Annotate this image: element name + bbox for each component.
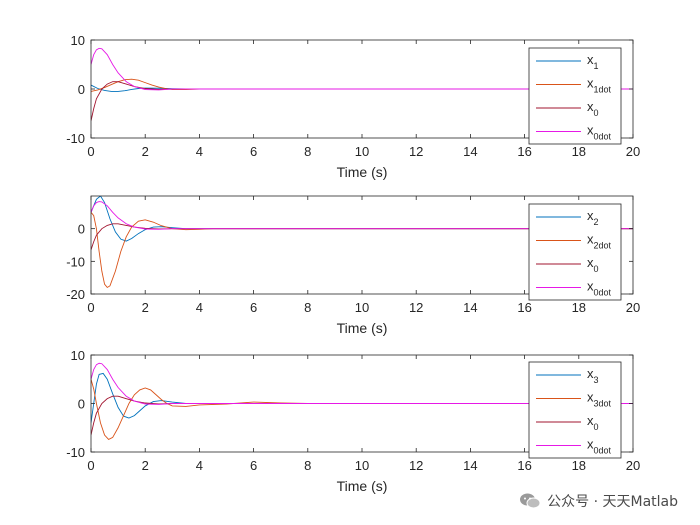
series-line-x0dot — [91, 362, 633, 405]
x-tick-label: 2 — [142, 144, 149, 159]
x-tick-label: 14 — [463, 458, 477, 473]
x-tick-label: 16 — [517, 300, 531, 315]
legend-label-x0dot: x0dot — [587, 279, 612, 298]
x-tick-label: 20 — [626, 458, 640, 473]
legend-label-x0: x0 — [587, 99, 599, 118]
x-tick-label: 8 — [304, 144, 311, 159]
legend-label-x0dot: x0dot — [587, 123, 612, 142]
y-tick-label: -20 — [66, 287, 85, 302]
x-tick-label: 0 — [87, 144, 94, 159]
x-tick-label: 14 — [463, 144, 477, 159]
x-axis-label: Time (s) — [337, 320, 388, 336]
legend: x2 x2dot x0 x0dot — [528, 203, 622, 301]
watermark: 公众号 · 天天Matlab — [519, 491, 678, 511]
x-tick-label: 12 — [409, 300, 423, 315]
x-tick-label: 12 — [409, 458, 423, 473]
x-tick-label: 18 — [572, 300, 586, 315]
y-tick-label: 0 — [78, 222, 85, 237]
x-tick-label: 0 — [87, 300, 94, 315]
x-tick-label: 6 — [250, 144, 257, 159]
x-tick-label: 10 — [355, 458, 369, 473]
legend-box — [528, 47, 622, 145]
x-tick-label: 6 — [250, 300, 257, 315]
series-line-x0 — [91, 81, 633, 121]
legend-box — [528, 361, 622, 459]
x-tick-label: 4 — [196, 458, 203, 473]
x-tick-label: 8 — [304, 300, 311, 315]
series-group — [91, 196, 633, 289]
series-group — [91, 47, 633, 121]
legend-label-x0: x0 — [587, 413, 599, 432]
series-line-x1dot — [91, 78, 633, 92]
y-tick-label: 0 — [78, 397, 85, 412]
x-tick-label: 18 — [572, 458, 586, 473]
x-tick-label: 16 — [517, 458, 531, 473]
x-tick-label: 10 — [355, 300, 369, 315]
series-line-x3dot — [91, 379, 633, 440]
wechat-icon — [520, 493, 541, 509]
y-tick-label: 10 — [71, 33, 85, 48]
y-tick-label: 10 — [71, 348, 85, 363]
x-tick-label: 4 — [196, 144, 203, 159]
x-tick-label: 10 — [355, 144, 369, 159]
x-tick-label: 20 — [626, 300, 640, 315]
y-tick-label: 0 — [78, 82, 85, 97]
y-tick-label: -10 — [66, 445, 85, 460]
legend-label-x1: x1 — [587, 52, 599, 71]
legend-label-x3: x3 — [587, 366, 599, 385]
legend: x3 x3dot x0 x0dot — [528, 361, 622, 459]
x-axis-label: Time (s) — [337, 164, 388, 180]
series-line-x2dot — [91, 212, 633, 289]
x-tick-label: 12 — [409, 144, 423, 159]
legend-label-x1dot: x1dot — [587, 76, 612, 95]
x-tick-label: 0 — [87, 458, 94, 473]
x-tick-label: 4 — [196, 300, 203, 315]
y-tick-label: -10 — [66, 254, 85, 269]
x-tick-label: 20 — [626, 144, 640, 159]
x-tick-label: 2 — [142, 458, 149, 473]
x-tick-label: 8 — [304, 458, 311, 473]
x-tick-label: 16 — [517, 144, 531, 159]
series-line-x0dot — [91, 47, 633, 91]
legend-box — [528, 203, 622, 301]
legend-label-x0: x0 — [587, 255, 599, 274]
y-tick-label: -10 — [66, 131, 85, 146]
x-axis-label: Time (s) — [337, 478, 388, 494]
legend-label-x0dot: x0dot — [587, 437, 612, 456]
legend-label-x2dot: x2dot — [587, 232, 612, 251]
watermark-text: 公众号 · 天天Matlab — [547, 494, 678, 510]
series-group — [91, 362, 633, 440]
series-line-x0dot — [91, 201, 633, 230]
legend-label-x2: x2 — [587, 208, 599, 227]
x-tick-label: 18 — [572, 144, 586, 159]
x-tick-label: 6 — [250, 458, 257, 473]
series-line-x0 — [91, 395, 633, 436]
x-tick-label: 14 — [463, 300, 477, 315]
legend-label-x3dot: x3dot — [587, 390, 612, 409]
legend: x1 x1dot x0 x0dot — [528, 47, 622, 145]
x-tick-label: 2 — [142, 300, 149, 315]
